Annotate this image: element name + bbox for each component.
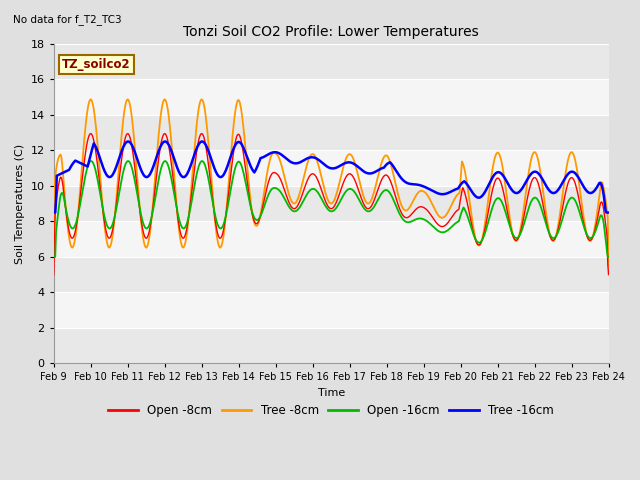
- Y-axis label: Soil Temperatures (C): Soil Temperatures (C): [15, 144, 25, 264]
- Bar: [54, 186, 609, 221]
- Text: No data for f_T2_TC3: No data for f_T2_TC3: [13, 14, 122, 25]
- Bar: [54, 115, 609, 150]
- Bar: [54, 221, 609, 257]
- Bar: [54, 79, 609, 115]
- Text: TZ_soilco2: TZ_soilco2: [62, 58, 131, 72]
- Bar: [54, 328, 609, 363]
- Bar: [54, 292, 609, 328]
- Legend: Open -8cm, Tree -8cm, Open -16cm, Tree -16cm: Open -8cm, Tree -8cm, Open -16cm, Tree -…: [104, 399, 559, 421]
- X-axis label: Time: Time: [317, 388, 345, 398]
- Title: Tonzi Soil CO2 Profile: Lower Temperatures: Tonzi Soil CO2 Profile: Lower Temperatur…: [183, 24, 479, 38]
- Bar: [54, 257, 609, 292]
- Bar: [54, 150, 609, 186]
- Bar: [54, 44, 609, 79]
